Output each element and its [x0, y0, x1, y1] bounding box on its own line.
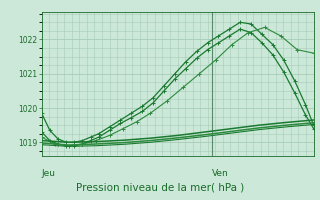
Text: Pression niveau de la mer( hPa ): Pression niveau de la mer( hPa ): [76, 182, 244, 192]
Text: Ven: Ven: [212, 169, 228, 178]
Text: Jeu: Jeu: [42, 169, 56, 178]
